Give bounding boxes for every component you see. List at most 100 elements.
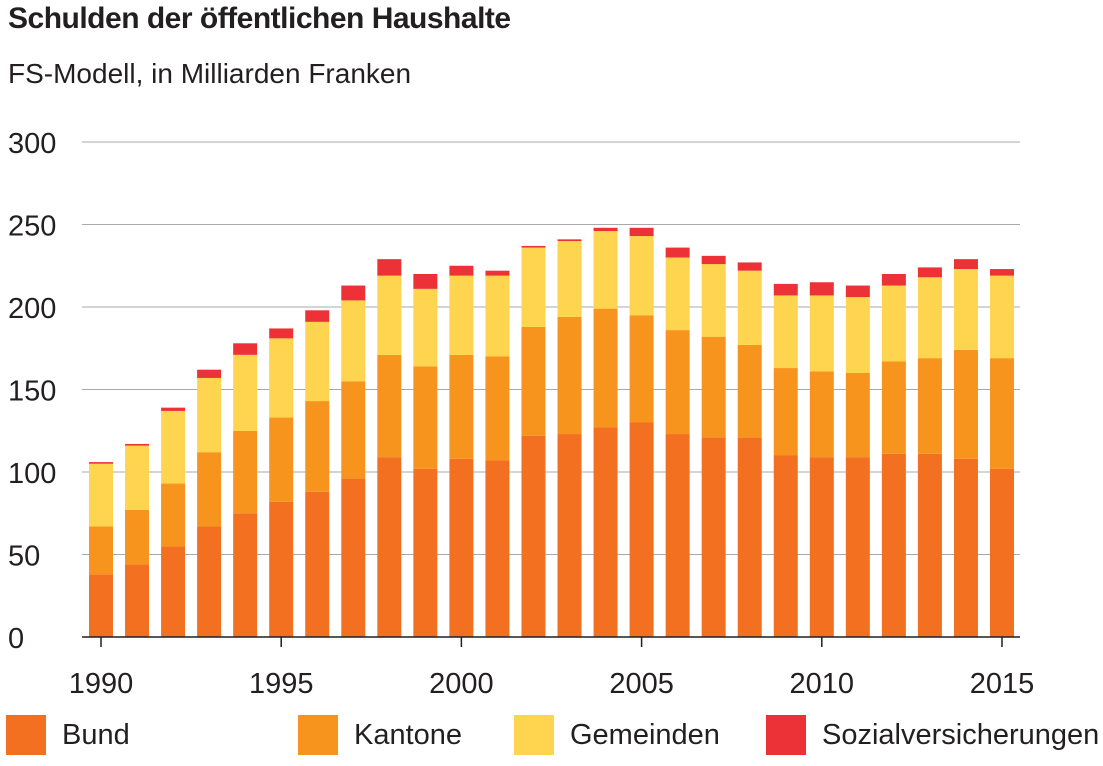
bar-gemeinden-2008 (737, 270, 762, 345)
bar-gemeinden-2002 (521, 247, 546, 327)
bar-kantone-2005 (629, 315, 654, 423)
bar-gemeinden-2009 (773, 295, 798, 369)
bar-sozialversicherungen-1990 (89, 462, 113, 464)
bar-sozialversicherungen-2006 (665, 247, 690, 258)
bar-kantone-2008 (737, 344, 762, 438)
bar-sozialversicherungen-1991 (125, 443, 150, 446)
bar-gemeinden-2003 (557, 241, 582, 317)
y-tick-label: 50 (8, 541, 40, 573)
bar-gemeinden-2006 (665, 257, 690, 331)
bar-bund-2012 (881, 453, 906, 637)
bar-bund-2005 (629, 422, 654, 637)
bar-sozialversicherungen-1992 (161, 407, 186, 411)
bar-gemeinden-1994 (233, 354, 258, 431)
bar-bund-2010 (809, 457, 834, 637)
bar-gemeinden-2014 (953, 269, 978, 350)
legend-item-bund: Bund (6, 712, 130, 758)
bar-gemeinden-2001 (485, 275, 510, 357)
bar-bund-1990 (89, 574, 113, 637)
y-tick-label: 250 (8, 211, 56, 243)
bar-gemeinden-2013 (917, 277, 942, 359)
bar-gemeinden-1991 (125, 445, 150, 510)
x-tick-label: 2015 (970, 668, 1035, 700)
stacked-bar-chart: 0 50 100 150 200 250 300 1990 1995 2000 2005 2010 20… (8, 128, 1035, 700)
bar-gemeinden-1998 (377, 275, 402, 355)
bar-bund-2008 (737, 437, 762, 637)
bar-bund-2004 (593, 427, 618, 637)
bar-kantone-2004 (593, 308, 618, 428)
bar-kantone-1993 (197, 452, 222, 527)
bar-kantone-1999 (413, 366, 438, 469)
bar-sozialversicherungen-2012 (881, 274, 906, 286)
y-tick-label: 200 (8, 293, 56, 325)
bar-gemeinden-1993 (197, 377, 222, 453)
legend-item-kantone: Kantone (298, 712, 462, 758)
chart-legend: Bund Kantone Gemeinden Sozialversicherungen (0, 712, 1103, 758)
legend-label: Kantone (354, 718, 463, 751)
bar-sozialversicherungen-2003 (557, 239, 582, 241)
bar-sozialversicherungen-2004 (593, 227, 618, 232)
bar-kantone-2011 (845, 373, 870, 458)
legend-label: Sozialversicherungen (822, 718, 1100, 751)
bar-sozialversicherungen-2000 (449, 265, 474, 276)
bar-sozialversicherungen-2010 (809, 282, 834, 296)
bar-bund-2001 (485, 460, 510, 637)
bar-gemeinden-2004 (593, 231, 618, 309)
legend-label: Bund (62, 718, 130, 751)
bar-gemeinden-1990 (89, 463, 113, 527)
bar-kantone-1992 (161, 483, 186, 547)
bar-bund-1995 (269, 501, 294, 637)
x-tick-label: 2000 (429, 668, 494, 700)
bar-bund-1994 (233, 513, 258, 637)
bar-kantone-1995 (269, 417, 294, 502)
bar-gemeinden-2007 (701, 264, 726, 337)
legend-item-gemeinden: Gemeinden (514, 712, 720, 758)
bar-kantone-1998 (377, 354, 402, 458)
bar-gemeinden-1996 (305, 321, 330, 402)
y-tick-label: 300 (8, 128, 56, 160)
chart-title: Schulden der öffentlichen Haushalte (8, 2, 511, 35)
bar-sozialversicherungen-1995 (269, 328, 294, 339)
bar-bund-1993 (197, 526, 222, 637)
chart-subtitle: FS-Modell, in Milliarden Franken (8, 58, 412, 89)
bar-bund-2015 (990, 468, 1014, 637)
x-tick-label: 1990 (69, 668, 134, 700)
bar-gemeinden-2000 (449, 275, 474, 355)
bar-gemeinden-1999 (413, 288, 438, 367)
bar-kantone-1997 (341, 381, 366, 479)
bar-kantone-2002 (521, 326, 546, 436)
bar-sozialversicherungen-2011 (845, 285, 870, 298)
x-tick-label: 2010 (790, 668, 855, 700)
y-tick-label: 0 (8, 623, 24, 655)
legend-item-sozialversicherungen: Sozialversicherungen (766, 712, 1099, 758)
bar-bund-2006 (665, 434, 690, 637)
bar-bund-2000 (449, 458, 474, 637)
x-tick-label: 1995 (249, 668, 314, 700)
bar-bund-1998 (377, 457, 402, 637)
legend-swatch (766, 715, 806, 755)
bar-bund-1992 (161, 546, 186, 637)
bar-bund-2003 (557, 434, 582, 637)
bar-sozialversicherungen-1999 (413, 274, 438, 289)
y-tick-label: 100 (8, 458, 56, 490)
bar-kantone-2001 (485, 356, 510, 461)
bar-kantone-1994 (233, 430, 258, 514)
bar-gemeinden-1995 (269, 338, 294, 418)
y-tick-label: 150 (8, 376, 56, 408)
bar-gemeinden-1997 (341, 300, 366, 382)
bar-sozialversicherungen-2005 (629, 227, 654, 237)
bar-gemeinden-1992 (161, 410, 186, 484)
bar-gemeinden-2015 (990, 275, 1014, 359)
bar-kantone-2009 (773, 368, 798, 456)
bar-bund-1996 (305, 491, 330, 637)
bar-kantone-1991 (125, 509, 150, 565)
legend-swatch (298, 715, 338, 755)
bar-kantone-2006 (665, 330, 690, 435)
bar-bund-2009 (773, 455, 798, 637)
bar-sozialversicherungen-2002 (521, 245, 546, 248)
bar-gemeinden-2005 (629, 236, 654, 316)
bar-bund-2013 (917, 453, 942, 637)
bar-bund-1997 (341, 478, 366, 637)
bar-sozialversicherungen-2001 (485, 270, 510, 276)
bar-kantone-2010 (809, 371, 834, 458)
